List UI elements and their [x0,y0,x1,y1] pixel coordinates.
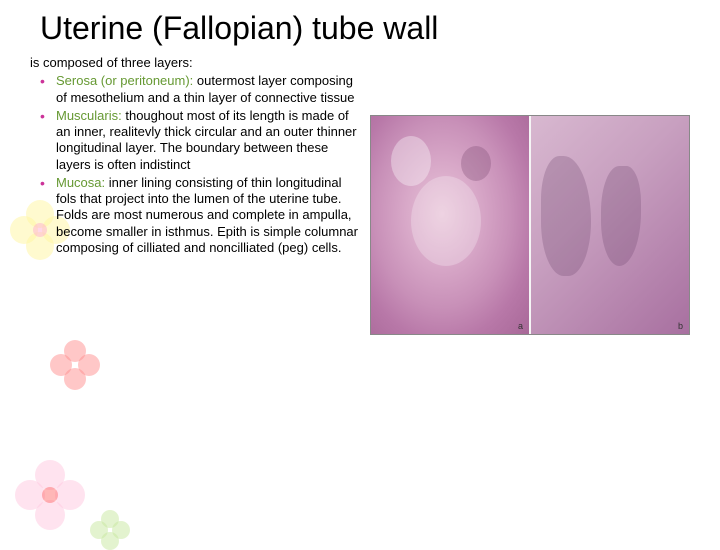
layer-term: Muscularis: [56,108,122,123]
list-item: Mucosa: inner lining consisting of thin … [44,175,360,256]
histology-panel-a: a [371,116,529,334]
image-column: a b [370,55,700,335]
content-row: is composed of three layers: Serosa (or … [30,55,700,335]
list-item: Serosa (or peritoneum): outermost layer … [44,73,360,106]
layer-term: Serosa (or peritoneum): [56,73,193,88]
slide-container: Uterine (Fallopian) tube wall is compose… [0,0,720,540]
layer-list: Serosa (or peritoneum): outermost layer … [30,73,360,256]
layer-term: Mucosa: [56,175,105,190]
panel-label-b: b [678,321,683,331]
intro-text: is composed of three layers: [30,55,360,71]
panel-label-a: a [518,321,523,331]
text-column: is composed of three layers: Serosa (or … [30,55,360,335]
slide-title: Uterine (Fallopian) tube wall [30,10,700,47]
list-item: Muscularis: thoughout most of its length… [44,108,360,173]
histology-figure: a b [370,115,690,335]
histology-panel-b: b [531,116,689,334]
